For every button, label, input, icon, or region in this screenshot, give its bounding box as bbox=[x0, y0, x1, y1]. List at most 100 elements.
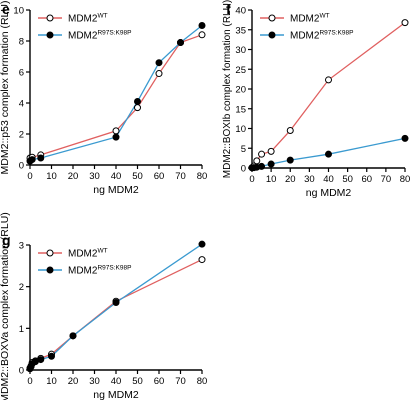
legend-superscript: WT bbox=[97, 248, 107, 255]
x-tick-label: 10 bbox=[46, 376, 57, 387]
x-tick-label: 10 bbox=[46, 171, 57, 182]
legend-name: MDM2 bbox=[68, 266, 98, 277]
x-tick-label: 30 bbox=[89, 171, 100, 182]
y-axis-title: MDM2::BOXVa complex formation (RLU) bbox=[0, 212, 11, 400]
data-point-filled bbox=[198, 240, 206, 248]
data-point-open bbox=[112, 127, 120, 135]
legend-marker bbox=[268, 31, 276, 39]
legend-superscript: WT bbox=[319, 13, 329, 20]
legend-name: MDM2 bbox=[68, 31, 98, 42]
x-tick-label: 40 bbox=[323, 174, 334, 185]
legend-superscript: R97S:K98P bbox=[97, 265, 131, 272]
legend-label: MDM2R97S:K98P bbox=[68, 265, 131, 277]
x-tick-label: 10 bbox=[266, 174, 277, 185]
y-tick-label: 10 bbox=[13, 6, 24, 17]
x-axis-title: ng MDM2 bbox=[93, 184, 139, 196]
y-tick-label: 0 bbox=[19, 161, 24, 172]
data-point-open bbox=[258, 150, 266, 158]
data-point-filled bbox=[177, 39, 184, 47]
panel-f: f 0 10 20 30 40 50 60 70 80 0 5 10 15 20 25 30 35 40 ng MDM… bbox=[222, 0, 410, 199]
data-point-open bbox=[198, 31, 206, 39]
y-tick-label: 20 bbox=[235, 85, 246, 96]
y-axis-title: MDM2::BOXIb complex formation (RLU) bbox=[222, 0, 233, 178]
y-tick-label: 6 bbox=[19, 68, 24, 79]
data-point-filled bbox=[37, 154, 45, 162]
legend-entry: MDM2WT bbox=[38, 13, 108, 25]
y-tick-label: 4 bbox=[19, 99, 24, 110]
x-tick-label: 30 bbox=[304, 174, 315, 185]
legend-marker bbox=[268, 14, 276, 22]
legend-superscript: R97S:K98P bbox=[97, 30, 131, 37]
data-point-filled bbox=[28, 156, 36, 164]
data-point-open bbox=[198, 256, 206, 264]
legend-name: MDM2 bbox=[290, 14, 320, 25]
y-tick-label: 0 bbox=[19, 366, 24, 377]
x-tick-label: 40 bbox=[111, 376, 122, 387]
data-point-open bbox=[401, 19, 409, 27]
x-tick-label: 60 bbox=[154, 376, 165, 387]
x-tick-label: 60 bbox=[154, 171, 165, 182]
data-point-filled bbox=[112, 299, 120, 306]
legend-marker bbox=[46, 266, 54, 274]
data-point-filled bbox=[48, 352, 55, 360]
data-point-open bbox=[253, 157, 261, 165]
legend-name: MDM2 bbox=[68, 14, 98, 25]
legend-superscript: R97S:K98P bbox=[319, 30, 353, 37]
x-axis-title: ng MDM2 bbox=[306, 187, 352, 199]
legend-entry: MDM2WT bbox=[38, 248, 108, 260]
data-point-open bbox=[325, 76, 332, 84]
y-tick-label: 2 bbox=[19, 282, 24, 293]
y-tick-label: 15 bbox=[235, 104, 246, 115]
legend-label: MDM2WT bbox=[290, 13, 330, 25]
x-tick-label: 50 bbox=[342, 174, 353, 185]
y-tick-label: 40 bbox=[235, 6, 246, 17]
x-tick-label: 80 bbox=[197, 171, 208, 182]
panel-letter: e bbox=[2, 1, 10, 17]
data-point-filled bbox=[37, 356, 45, 364]
x-axis-title: ng MDM2 bbox=[93, 389, 139, 400]
panel-letter: g bbox=[2, 232, 11, 248]
legend-name: MDM2 bbox=[68, 249, 98, 260]
data-point-filled bbox=[69, 332, 77, 340]
y-tick-label: 3 bbox=[19, 241, 24, 252]
y-tick-label: 0 bbox=[241, 164, 246, 175]
x-tick-label: 0 bbox=[27, 376, 32, 387]
legend-marker bbox=[46, 249, 54, 257]
panel-letter: f bbox=[226, 1, 231, 17]
x-tick-label: 60 bbox=[361, 174, 372, 185]
x-tick-label: 0 bbox=[27, 171, 32, 182]
y-tick-label: 25 bbox=[235, 65, 246, 76]
x-tick-label: 20 bbox=[68, 376, 79, 387]
x-tick-label: 80 bbox=[197, 376, 208, 387]
legend-entry: MDM2R97S:K98P bbox=[38, 30, 131, 42]
x-tick-label: 20 bbox=[285, 174, 296, 185]
data-point-filled bbox=[155, 59, 163, 67]
x-tick-label: 50 bbox=[132, 171, 143, 182]
y-axis-title: MDM2::p53 complex formation (RLU) bbox=[0, 1, 11, 175]
x-tick-label: 50 bbox=[132, 376, 143, 387]
series-line-0 bbox=[251, 22, 406, 169]
data-point-filled bbox=[112, 133, 120, 141]
legend-label: MDM2R97S:K98P bbox=[290, 30, 353, 42]
data-point-filled bbox=[258, 162, 266, 170]
legend-marker bbox=[46, 31, 54, 39]
series-line-1 bbox=[29, 24, 203, 162]
y-tick-label: 30 bbox=[235, 45, 246, 56]
x-tick-label: 40 bbox=[111, 171, 122, 182]
data-point-open bbox=[286, 126, 294, 134]
legend-entry: MDM2WT bbox=[260, 13, 330, 25]
data-point-open bbox=[134, 104, 141, 112]
data-point-open bbox=[155, 70, 163, 78]
x-tick-label: 70 bbox=[175, 376, 186, 387]
legend-entry: MDM2R97S:K98P bbox=[38, 265, 131, 277]
y-tick-label: 10 bbox=[235, 124, 246, 135]
legend-label: MDM2WT bbox=[68, 248, 108, 260]
data-point-filled bbox=[267, 160, 275, 168]
data-point-filled bbox=[325, 150, 332, 158]
y-tick-label: 1 bbox=[19, 324, 24, 335]
data-point-filled bbox=[134, 97, 141, 105]
data-point-filled bbox=[401, 134, 409, 142]
